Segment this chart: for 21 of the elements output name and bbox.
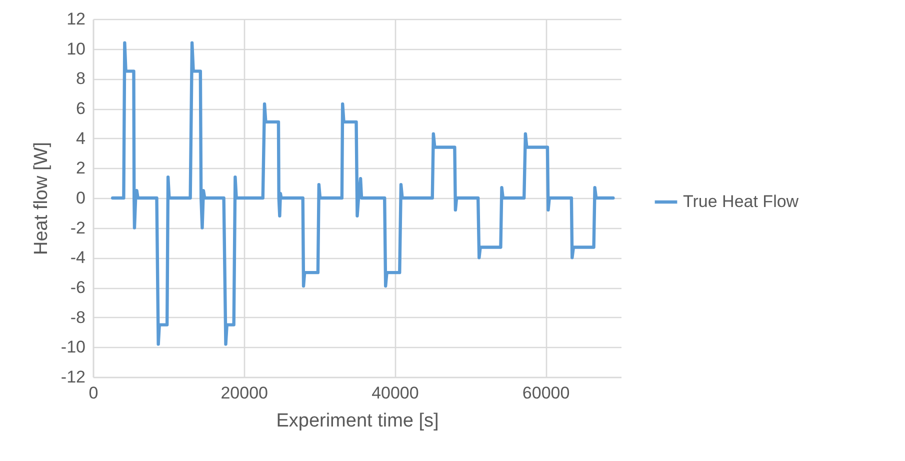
- legend-label: True Heat Flow: [683, 192, 800, 211]
- x-axis-title: Experiment time [s]: [276, 410, 439, 432]
- x-tick-label: 0: [88, 384, 98, 402]
- y-tick-label: 2: [76, 158, 86, 178]
- x-tick-label: 40000: [372, 384, 419, 402]
- x-tick-label: 60000: [522, 384, 570, 402]
- y-tick-label: -4: [70, 248, 86, 268]
- y-tick-label: -12: [60, 368, 86, 386]
- y-tick-label: -2: [70, 218, 86, 238]
- y-tick-label: 4: [76, 128, 86, 148]
- y-axis-title: Heat flow [W]: [30, 142, 52, 255]
- y-tick-label: -10: [60, 338, 86, 357]
- y-tick-label: -6: [70, 278, 86, 297]
- y-tick-label: 8: [76, 69, 86, 88]
- line-series: [111, 41, 615, 346]
- y-tick-label: 12: [66, 10, 86, 28]
- y-tick-label: 10: [66, 39, 86, 58]
- y-tick-label: 6: [76, 99, 86, 118]
- y-tick-label: 0: [76, 188, 86, 208]
- x-tick-label: 20000: [220, 384, 268, 402]
- y-tick-label: -8: [70, 308, 86, 327]
